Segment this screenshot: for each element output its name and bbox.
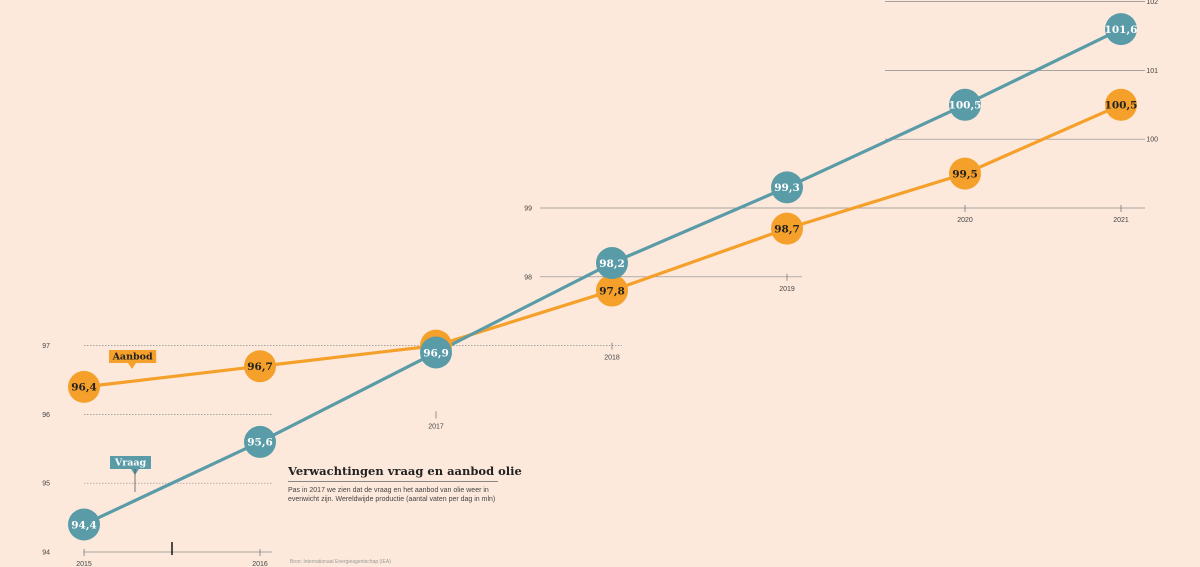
- series-line-aanbod: [83, 103, 1122, 389]
- legend: Aanbod Vraag: [109, 350, 157, 492]
- point-aanbod-2015: [68, 370, 100, 403]
- point-aanbod-2020: [949, 157, 981, 190]
- x-tick-label-2016: 2016: [252, 561, 268, 567]
- point-label-vraag-2020: 100,5: [949, 100, 982, 112]
- point-vraag-2015: [68, 508, 100, 541]
- point-vraag-2016: [244, 425, 276, 458]
- point-label-vraag-2021: 101,6: [1105, 24, 1138, 36]
- chart-source: Bron: Internationaal Energieagentschap (…: [290, 559, 391, 565]
- staircase-axes: 94 95 96 97 98 99 100 101 102 2015 2016 2017 2018 201…: [42, 0, 1158, 567]
- y-tick-label-94: 94: [42, 550, 50, 557]
- x-tick-label-2018: 2018: [604, 355, 620, 362]
- legend-label-aanbod: Aanbod: [112, 352, 153, 363]
- point-label-vraag-2015: 94,4: [71, 519, 97, 531]
- point-aanbod-2018: [596, 274, 628, 307]
- point-vraag-2018: [596, 247, 628, 280]
- chart-subtitle: Pas in 2017 we zien dat de vraag en het …: [288, 487, 496, 503]
- y-tick-label-99: 99: [524, 206, 532, 213]
- point-vraag-2021: [1105, 13, 1137, 46]
- y-tick-label-95: 95: [42, 481, 50, 488]
- point-vraag-2017: [420, 336, 452, 369]
- point-label-aanbod-2021: 100,5: [1105, 100, 1138, 112]
- y-tick-label-102: 102: [1146, 0, 1158, 6]
- x-tick-label-2015: 2015: [76, 561, 92, 567]
- x-tick-label-2017: 2017: [428, 423, 444, 430]
- y-tick-label-96: 96: [42, 412, 50, 419]
- y-tick-label-101: 101: [1146, 68, 1158, 75]
- legend-box-vraag: [110, 456, 151, 469]
- point-label-vraag-2018: 98,2: [599, 258, 625, 270]
- point-label-vraag-2016: 95,6: [247, 437, 273, 449]
- chart-title-block: Verwachtingen vraag en aanbod olie Pas i…: [288, 464, 522, 504]
- point-label-aanbod-2020: 99,5: [952, 168, 978, 180]
- x-tick-label-2020: 2020: [957, 217, 973, 224]
- point-aanbod-2019: [771, 212, 803, 245]
- legend-box-aanbod: [109, 350, 157, 363]
- point-label-aanbod-2015: 96,4: [71, 382, 97, 394]
- point-vraag-2020: [949, 88, 981, 121]
- data-points: 96,4 96,7 97,8 98,7 99,5 100,5 94,4 95,6 96,9 98,…: [68, 13, 1138, 541]
- chart-title: Verwachtingen vraag en aanbod olie: [288, 464, 522, 482]
- point-label-vraag-2017: 96,9: [423, 347, 449, 359]
- point-label-aanbod-2019: 98,7: [774, 223, 800, 235]
- point-label-aanbod-2016: 96,7: [247, 361, 273, 373]
- point-vraag-2019: [771, 171, 803, 204]
- legend-label-vraag: Vraag: [114, 458, 147, 469]
- y-tick-label-98: 98: [524, 274, 532, 281]
- y-tick-label-97: 97: [42, 343, 50, 350]
- y-tick-label-100: 100: [1146, 137, 1158, 144]
- point-label-aanbod-2018: 97,8: [599, 285, 625, 297]
- point-aanbod-2021: [1105, 88, 1137, 121]
- x-tick-label-2021: 2021: [1113, 217, 1129, 224]
- point-label-vraag-2019: 99,3: [774, 182, 800, 194]
- legend-pointer-aanbod: [128, 363, 136, 369]
- point-aanbod-2016: [244, 350, 276, 383]
- x-tick-label-2019: 2019: [779, 286, 795, 293]
